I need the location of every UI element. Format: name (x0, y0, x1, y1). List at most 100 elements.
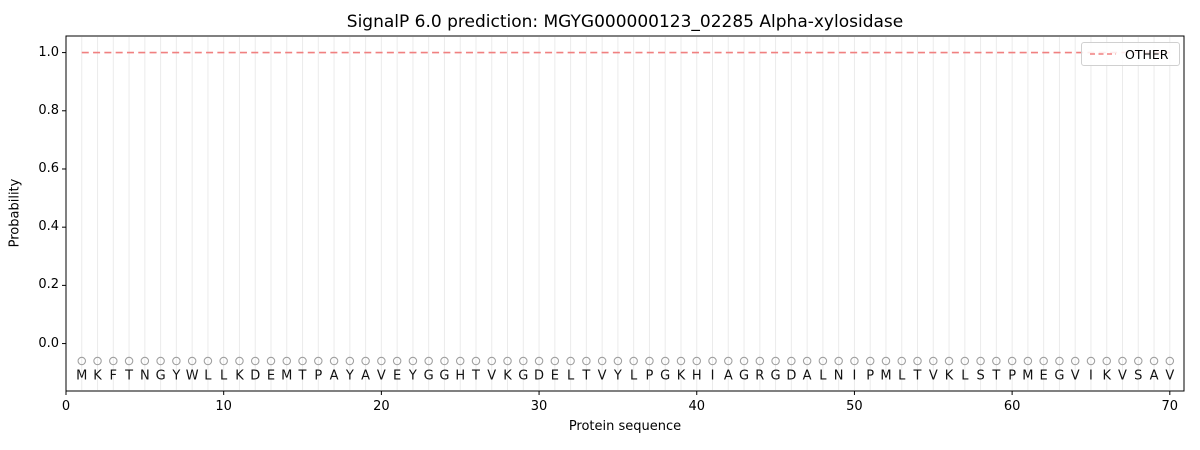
residue-letter: T (472, 368, 480, 384)
residue-letter: H (455, 368, 466, 384)
legend-label-other: OTHER (1125, 46, 1169, 62)
y-tick-label: 0.2 (38, 277, 59, 293)
residue-letter: V (1070, 368, 1080, 384)
residue-letter: G (739, 368, 750, 384)
x-tick-label: 20 (373, 399, 390, 414)
residue-letter: L (961, 368, 969, 384)
residue-letter: N (139, 368, 150, 384)
residue-letter: I (852, 368, 857, 384)
y-axis-label: Probability (7, 178, 23, 248)
residue-letter: P (645, 368, 654, 384)
residue-letter: G (155, 368, 166, 384)
legend: OTHER (1081, 42, 1180, 66)
residue-letter: H (691, 368, 702, 384)
chart-title: SignalP 6.0 prediction: MGYG000000123_02… (346, 12, 904, 32)
residue-marker (455, 356, 465, 366)
residue-letter: D (250, 368, 261, 384)
residue-marker (613, 356, 623, 366)
residue-marker (1039, 356, 1048, 366)
x-tick-label: 60 (1003, 399, 1021, 414)
y-tick-label: 0.0 (38, 335, 59, 351)
residue-letter: V (597, 368, 607, 384)
gridlines (81, 37, 1171, 390)
residue-letter: V (376, 368, 386, 384)
residue-letter: E (1039, 368, 1048, 384)
residue-marker (708, 356, 717, 366)
residue-marker (913, 356, 922, 366)
residue-marker (1086, 356, 1096, 366)
residue-marker (597, 356, 607, 366)
residue-letter: G (1054, 368, 1065, 384)
residue-letter: E (266, 368, 276, 384)
residue-letter: I (710, 368, 715, 384)
residue-marker (77, 356, 87, 366)
residue-marker (392, 356, 402, 366)
residue-letter: P (866, 368, 875, 384)
residue-letter: E (550, 368, 559, 384)
residue-marker (834, 356, 843, 366)
residue-letter: T (298, 368, 307, 384)
residue-marker (314, 356, 323, 366)
residue-marker (534, 356, 544, 366)
residue-marker (582, 356, 591, 366)
residue-marker (1023, 356, 1033, 366)
residue-letter: R (755, 368, 765, 384)
residue-marker (250, 356, 260, 366)
residue-marker (187, 356, 197, 366)
residue-marker (724, 356, 733, 366)
residue-marker (487, 356, 497, 366)
residue-marker (566, 356, 575, 366)
residue-marker (377, 356, 386, 366)
residue-letter: G (770, 368, 781, 384)
x-tick-label: 70 (1161, 399, 1179, 414)
residue-marker (408, 356, 418, 366)
residue-marker (298, 356, 307, 366)
axes-spines (65, 35, 1185, 392)
residue-marker (140, 356, 150, 366)
residue-marker (944, 356, 954, 366)
residue-letter: D (786, 368, 797, 384)
residue-letter: M (880, 368, 892, 384)
residue-marker (1149, 356, 1159, 366)
residue-letter: K (93, 368, 102, 384)
residue-marker (345, 356, 355, 366)
residue-letter: K (235, 368, 244, 384)
residue-letter: M (281, 368, 293, 384)
residue-marker (266, 356, 276, 366)
residue-marker (172, 356, 181, 366)
residue-letter: T (582, 368, 591, 384)
residue-marker (676, 356, 686, 366)
residue-marker (739, 356, 749, 366)
residue-marker (818, 356, 828, 366)
residue-letter: Y (172, 368, 181, 384)
residue-letter: L (204, 368, 212, 384)
residue-marker (1165, 356, 1175, 366)
residue-letter: L (566, 368, 575, 384)
y-tick-label: 0.4 (38, 219, 59, 235)
residue-letter: L (220, 368, 228, 384)
residue-letter: I (1089, 368, 1093, 384)
legend-dashed-line-sample (1090, 53, 1116, 55)
residue-letter: K (503, 368, 512, 384)
residue-marker (865, 356, 875, 366)
residue-marker (771, 356, 780, 366)
residue-marker (471, 356, 481, 366)
residue-marker (1134, 356, 1143, 366)
residue-letter: K (944, 368, 954, 384)
residue-marker (361, 356, 370, 366)
residue-marker (329, 356, 339, 366)
residue-marker (519, 356, 528, 366)
y-tick-label: 1.0 (38, 44, 59, 60)
residue-markers (77, 356, 1175, 366)
residue-letter: W (185, 368, 199, 384)
residue-letter: A (802, 368, 812, 384)
residue-letter: V (1118, 368, 1127, 384)
residue-letter: A (329, 368, 339, 384)
residue-letter: P (314, 368, 323, 384)
residue-letter: T (913, 368, 922, 384)
residue-marker (109, 356, 118, 366)
residue-letter: Y (345, 368, 354, 384)
residue-letter: L (630, 368, 638, 384)
residue-letter: G (423, 368, 434, 384)
